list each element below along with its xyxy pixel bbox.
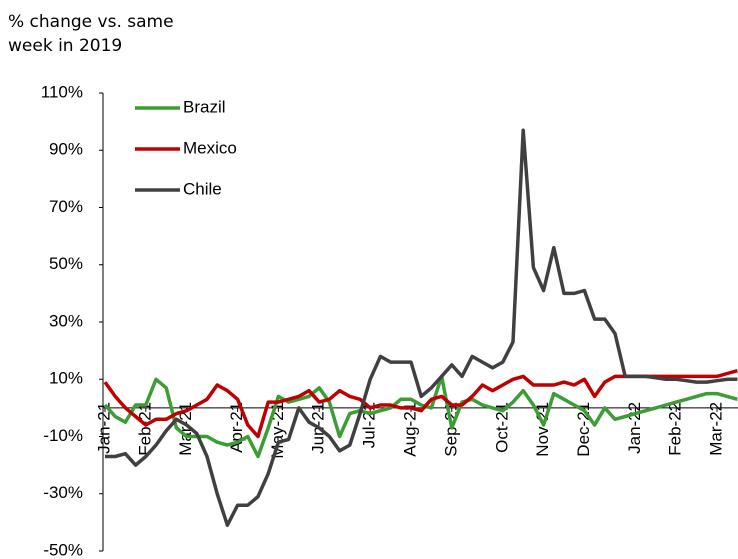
y-tick-label: 70% — [49, 197, 83, 216]
series-line — [103, 374, 738, 459]
y-tick-label: 50% — [49, 254, 83, 273]
y-tick-label: 30% — [49, 311, 83, 330]
y-tick-label: 90% — [49, 140, 83, 159]
legend-label: Brazil — [183, 97, 226, 116]
x-tick-label: Feb-22 — [666, 402, 685, 456]
x-tick-label: Jan-22 — [625, 402, 644, 454]
y-tick-label: -30% — [43, 483, 83, 502]
x-tick-label: Aug-21 — [400, 402, 419, 457]
legend-label: Chile — [183, 179, 222, 198]
series-line — [105, 128, 738, 527]
x-tick-label: Jan-21 — [94, 402, 113, 454]
x-tick-label: Mar-22 — [706, 402, 725, 456]
y-tick-label: -50% — [43, 540, 83, 559]
x-tick-label: Mar-21 — [176, 402, 195, 456]
y-tick-label: 10% — [49, 369, 83, 388]
y-tick-label: -10% — [43, 426, 83, 445]
x-tick-label: Oct-21 — [492, 402, 511, 453]
x-tick-label: Feb-21 — [135, 402, 154, 456]
legend-label: Mexico — [183, 138, 237, 157]
y-axis-title: % change vs. same week in 2019 — [8, 12, 174, 56]
y-tick-label: 110% — [41, 82, 83, 101]
